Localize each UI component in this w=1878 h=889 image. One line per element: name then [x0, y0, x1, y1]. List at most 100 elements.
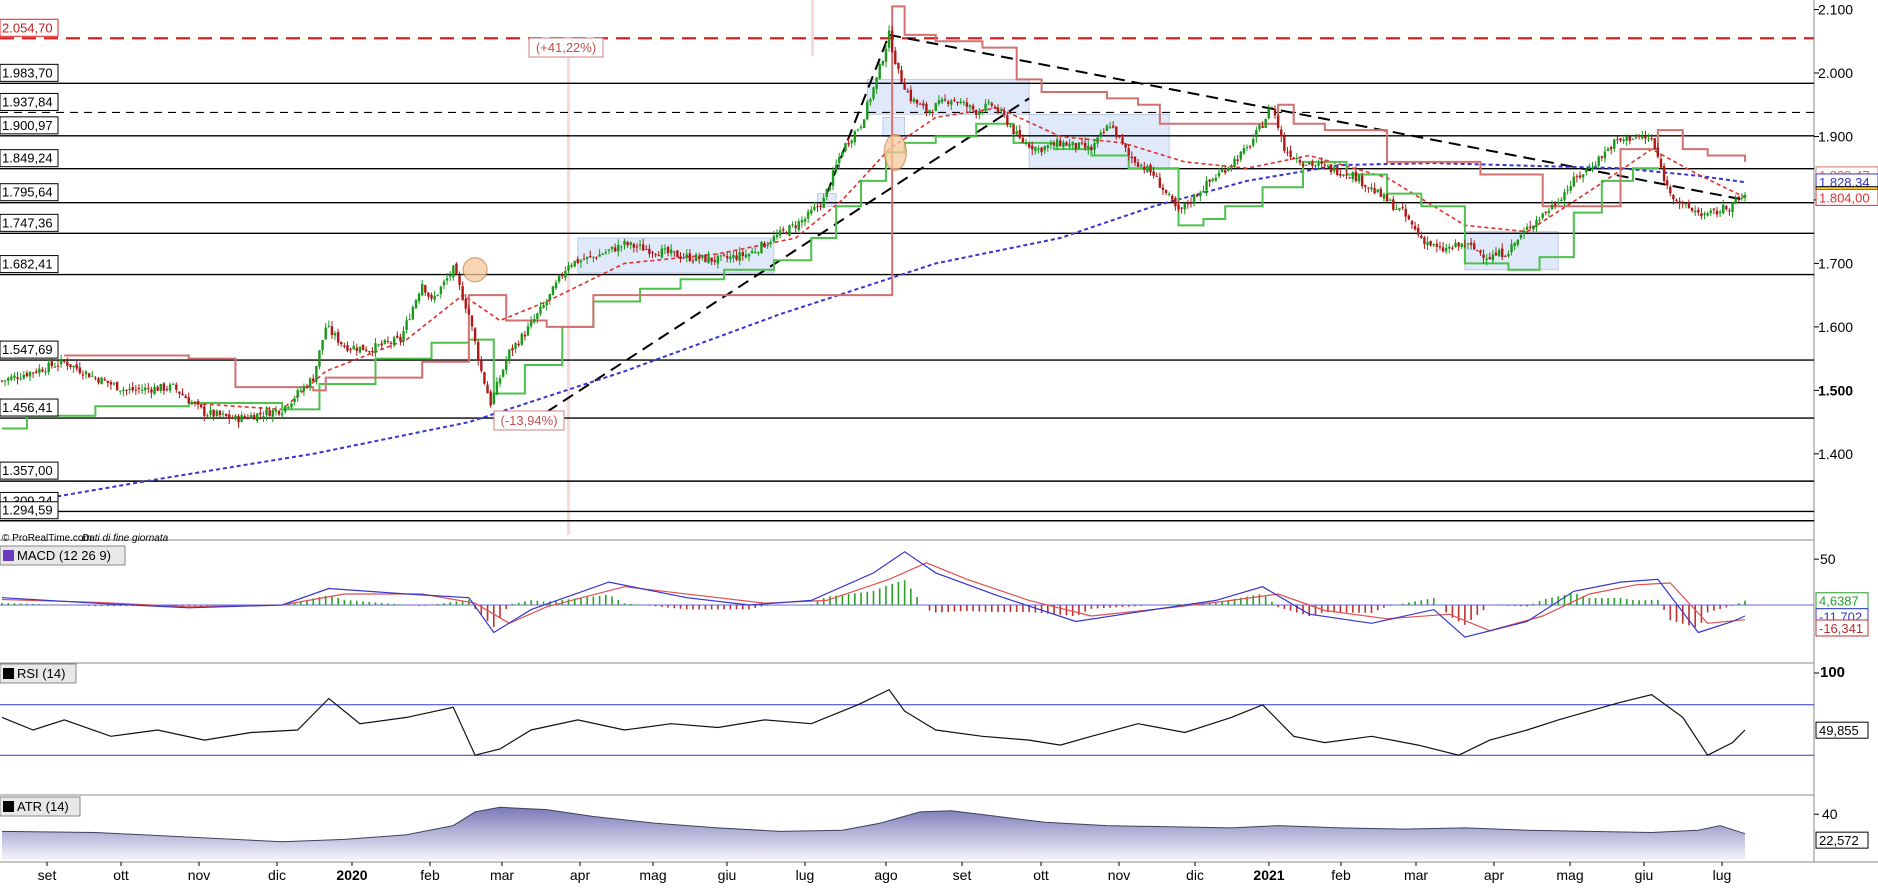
candle-body: [735, 255, 738, 260]
candle-body: [330, 326, 334, 335]
candle-body: [1105, 125, 1109, 132]
candle-body: [729, 256, 732, 260]
candle-body: [343, 345, 346, 347]
candle-body: [302, 386, 306, 391]
x-tick-label: 2021: [1253, 867, 1284, 883]
trendlines: [530, 33, 1746, 423]
candle-body: [327, 325, 331, 327]
candle-body: [358, 346, 362, 353]
candle-body: [1395, 208, 1398, 210]
candle-body: [1021, 137, 1025, 143]
level-label-text: 1.294,59: [2, 503, 53, 518]
candle-body: [1740, 197, 1744, 199]
candle-body: [417, 293, 421, 302]
candle-body: [582, 258, 586, 260]
candle-body: [1501, 248, 1504, 258]
candle-body: [1102, 131, 1106, 133]
candle-body: [1644, 135, 1647, 139]
candle-body: [355, 347, 359, 351]
candle-body: [1379, 189, 1383, 197]
candle-body: [869, 99, 872, 103]
candle-body: [315, 365, 318, 383]
candle-body: [1364, 185, 1367, 187]
candle-body: [389, 342, 393, 344]
candle-body: [1722, 204, 1725, 214]
candle-body: [137, 387, 141, 390]
candle-body: [458, 275, 461, 285]
candle-body: [19, 378, 22, 380]
y-tick-label: 1.700: [1818, 255, 1853, 271]
candle-body: [529, 320, 533, 327]
candle-body: [1034, 147, 1037, 152]
candle-body: [153, 387, 156, 394]
candle-body: [956, 101, 959, 104]
x-tick-label: mar: [1404, 867, 1428, 883]
candle-body: [1074, 143, 1078, 149]
candle-body: [890, 30, 894, 52]
candle-body: [439, 286, 443, 295]
candle-body: [290, 403, 293, 408]
candle-body: [1267, 108, 1270, 119]
candle-body: [1410, 221, 1414, 225]
candle-body: [1304, 164, 1308, 166]
candle-body: [147, 387, 150, 389]
candle-body: [934, 103, 937, 112]
atr-label-box: [0, 796, 81, 817]
candle-body: [420, 283, 424, 296]
candle-body: [122, 389, 125, 392]
candle-body: [1196, 194, 1199, 197]
candle-body: [13, 375, 16, 378]
right-value-tags: 1.839,471.828,341.808,251.804,00: [1815, 166, 1878, 206]
candle-body: [866, 101, 869, 120]
candle-body: [1510, 244, 1513, 253]
candle-body: [59, 358, 63, 365]
candle-body: [909, 89, 913, 102]
candle-body: [557, 275, 561, 282]
level-label-text: 1.747,36: [2, 215, 53, 230]
candle-body: [411, 307, 415, 320]
candle-body: [461, 286, 464, 301]
candle-body: [125, 389, 128, 391]
candle-body: [1012, 124, 1015, 134]
candle-body: [1662, 166, 1666, 182]
candle-body: [844, 143, 847, 151]
candle-body: [766, 244, 769, 247]
candle-body: [1429, 240, 1432, 246]
candle-body: [1731, 202, 1734, 212]
candle-body: [374, 343, 377, 354]
candle-body: [1348, 177, 1351, 179]
level-label-text: 1.357,00: [2, 463, 53, 478]
candle-body: [912, 98, 916, 102]
candle-body: [987, 101, 990, 104]
x-tick-label: mag: [1556, 867, 1583, 883]
candle-body: [778, 230, 782, 236]
candle-body: [604, 252, 608, 254]
candle-body: [1345, 174, 1348, 176]
candle-body: [1563, 191, 1566, 201]
candle-body: [1342, 174, 1345, 176]
candle-body: [517, 343, 520, 346]
candle-body: [224, 413, 228, 417]
candle-body: [1264, 118, 1267, 128]
candle-body: [215, 411, 218, 417]
candle-body: [1569, 186, 1572, 191]
candle-body: [996, 107, 1000, 113]
candle-body: [1183, 203, 1186, 210]
x-tick-label: giu: [1635, 867, 1654, 883]
candle-body: [1690, 207, 1694, 211]
candle-body: [1080, 142, 1084, 144]
candle-body: [1115, 126, 1118, 138]
candle-body: [371, 351, 374, 353]
candle-body: [679, 256, 682, 259]
candle-body: [368, 351, 371, 353]
candle-body: [349, 349, 352, 351]
price-panel-background: [0, 0, 1878, 863]
candle-body: [1578, 175, 1582, 178]
candle-body: [1059, 140, 1062, 146]
candle-body: [685, 254, 688, 257]
candle-body: [704, 254, 707, 263]
level-label: 1.294,59: [0, 501, 59, 520]
candle-body: [1560, 199, 1563, 202]
candle-body: [1451, 247, 1454, 249]
